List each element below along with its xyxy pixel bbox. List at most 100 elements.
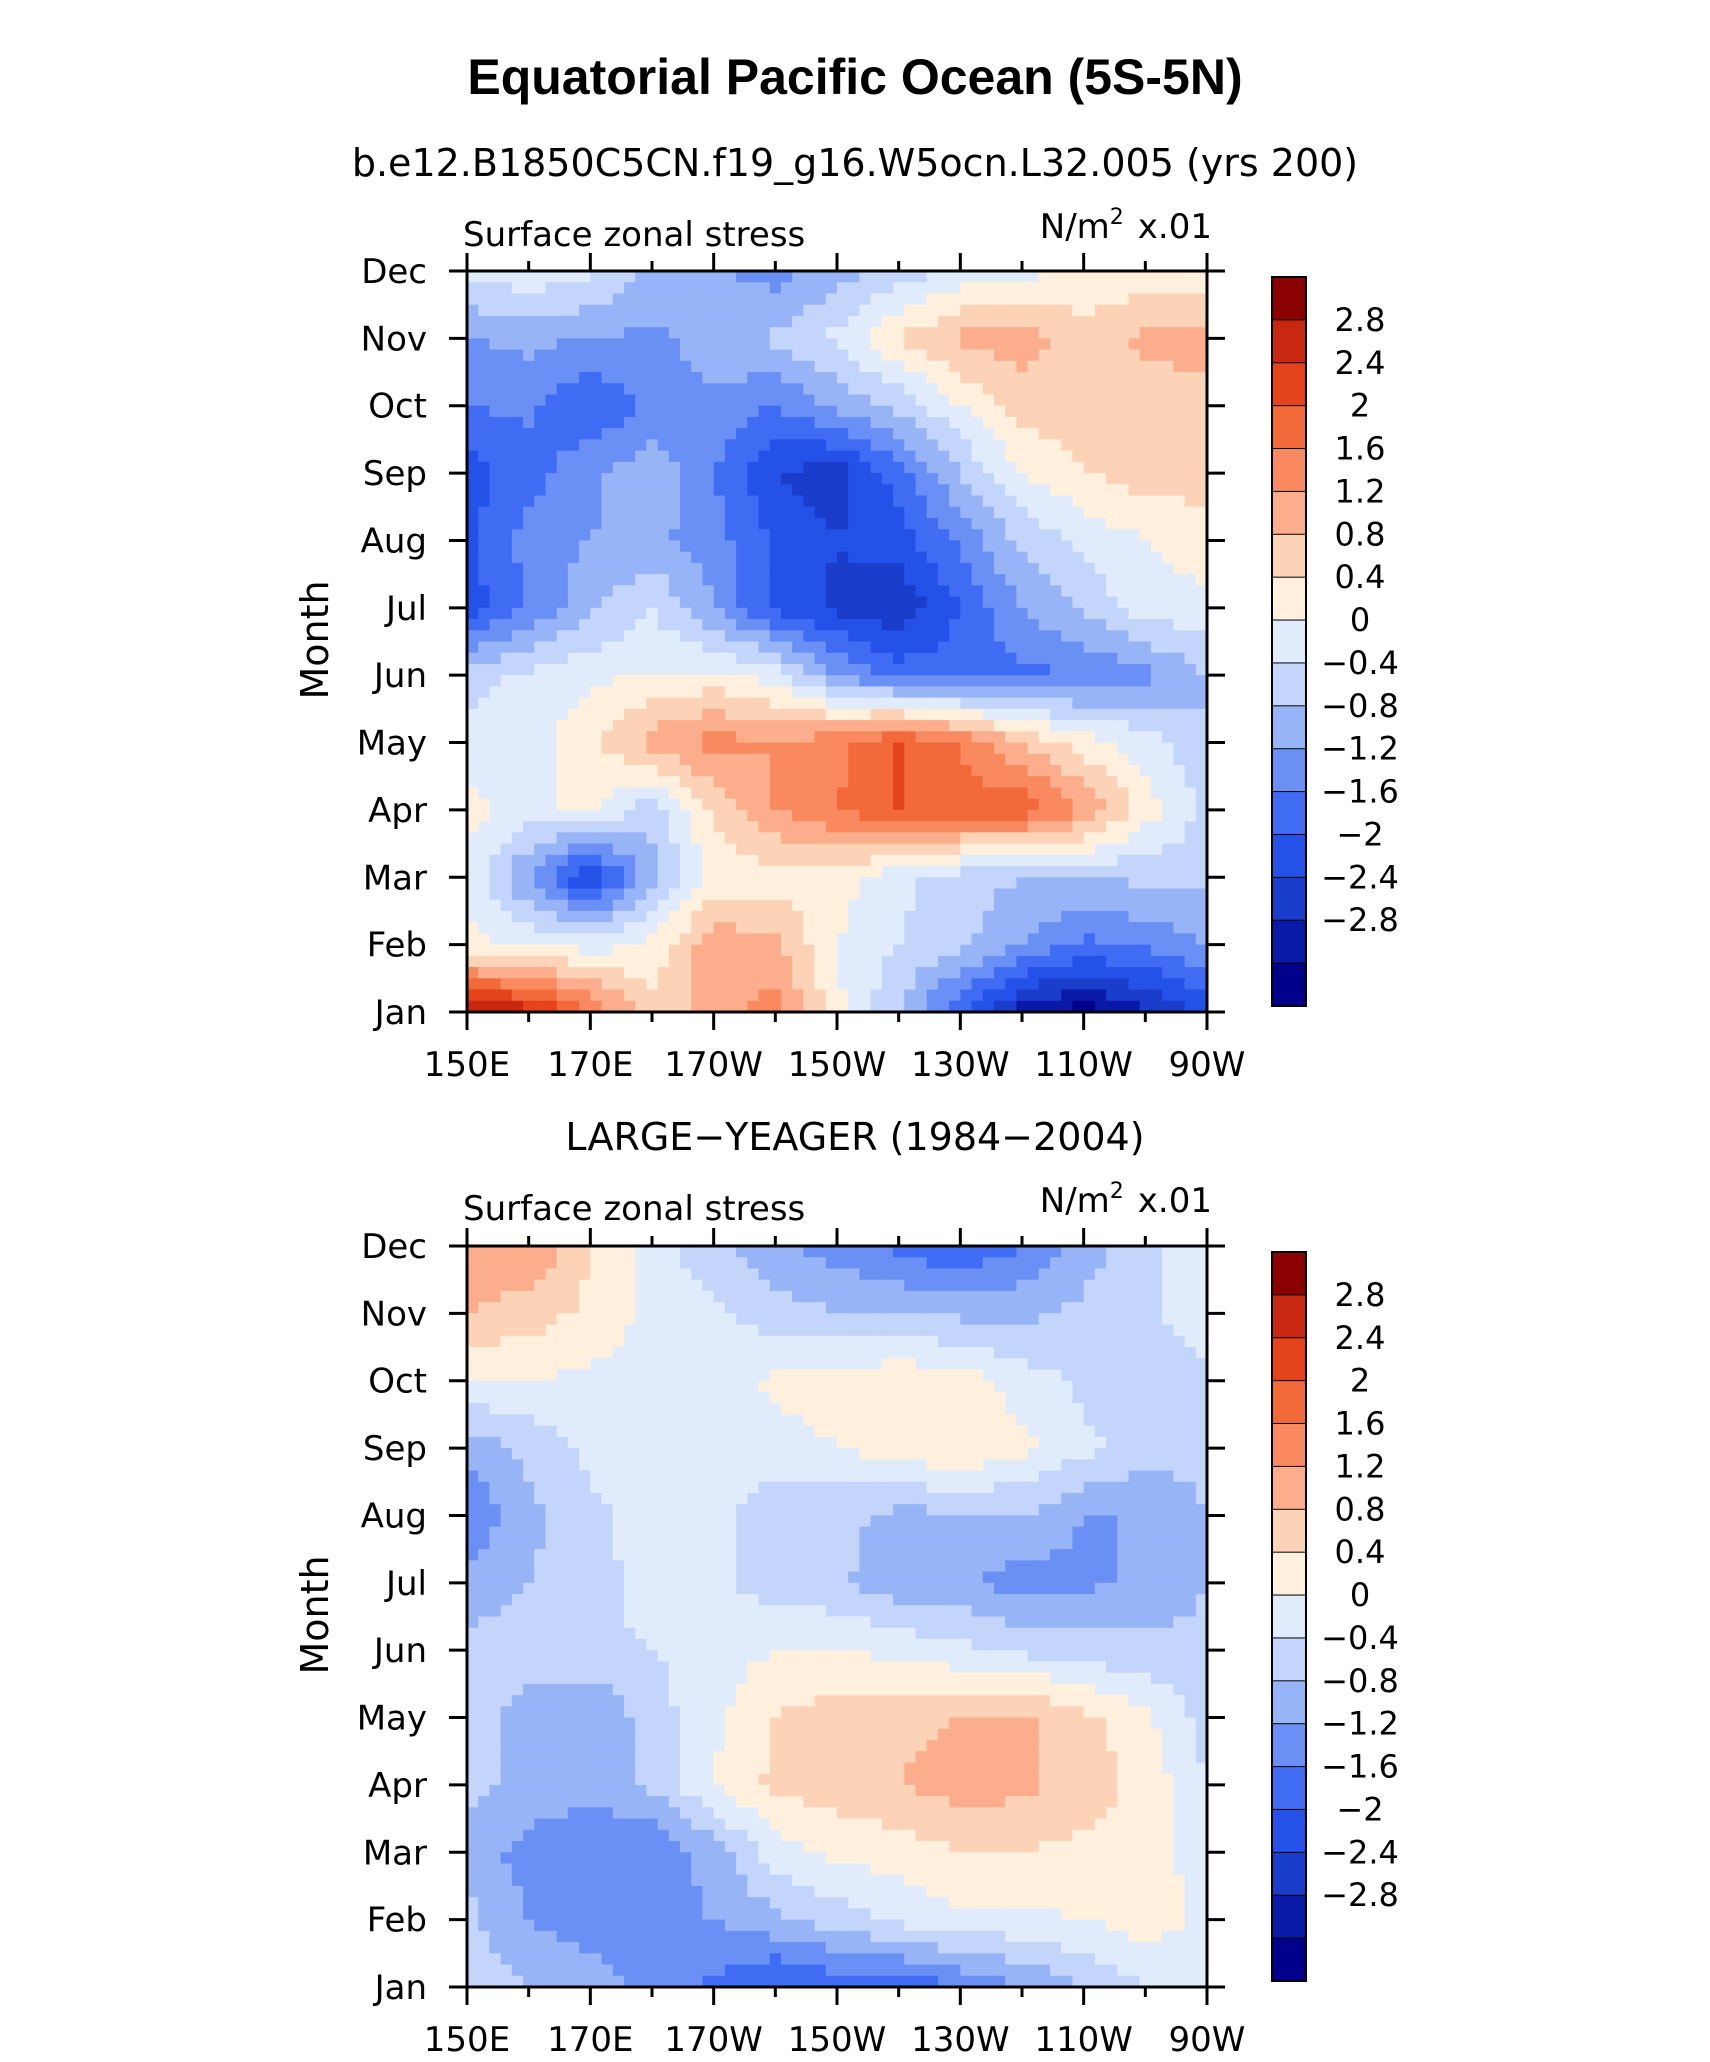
field-cell	[1195, 821, 1208, 833]
field-cell	[601, 630, 614, 643]
y-tick-label: Nov	[361, 319, 427, 359]
field-cell	[837, 1246, 849, 1258]
field-cell	[926, 899, 939, 912]
field-cell	[870, 708, 883, 721]
field-cell	[1038, 910, 1051, 923]
field-cell	[1173, 360, 1186, 373]
field-cell	[534, 944, 547, 957]
field-cell	[500, 1324, 513, 1337]
colorbar-box	[1271, 276, 1307, 321]
field-cell	[971, 1000, 984, 1013]
field-cell	[1061, 596, 1074, 609]
field-cell	[960, 798, 973, 811]
field-cell	[747, 809, 760, 822]
field-cell	[1195, 349, 1208, 362]
field-cell	[803, 495, 816, 508]
field-cell	[1173, 663, 1186, 676]
field-cell	[859, 282, 872, 295]
field-cell	[702, 529, 715, 542]
field-cell	[837, 338, 849, 351]
field-cell	[1162, 663, 1174, 676]
field-cell	[1038, 888, 1051, 901]
field-cell	[825, 933, 838, 946]
field-cell	[1072, 495, 1085, 508]
field-cell	[837, 821, 849, 833]
field-cell	[1184, 574, 1197, 586]
field-cell	[556, 888, 569, 901]
field-cell	[623, 854, 636, 867]
field-cell	[680, 798, 692, 811]
field-cell	[1128, 1000, 1141, 1013]
field-cell	[1184, 978, 1197, 991]
field-cell	[612, 327, 625, 339]
field-cell	[1184, 607, 1197, 620]
field-cell	[545, 1246, 558, 1258]
field-cell	[848, 1290, 861, 1303]
field-cell	[915, 866, 928, 878]
field-cell	[601, 394, 614, 407]
field-cell	[668, 978, 681, 991]
field-cell	[904, 708, 917, 721]
field-cell	[534, 809, 547, 822]
field-cell	[926, 821, 939, 833]
field-cell	[534, 540, 547, 553]
field-cell	[534, 585, 547, 598]
field-cell	[556, 708, 569, 721]
field-cell	[534, 1279, 547, 1292]
field-cell	[523, 405, 535, 418]
field-cell	[1195, 843, 1208, 856]
field-cell	[713, 978, 726, 991]
field-cell	[1162, 574, 1174, 586]
field-cell	[971, 630, 984, 643]
field-cell	[545, 866, 558, 878]
field-cell	[657, 630, 670, 643]
field-cell	[904, 619, 917, 631]
field-cell	[680, 955, 692, 968]
field-cell	[803, 663, 816, 676]
field-cell	[567, 922, 580, 935]
field-cell	[523, 551, 535, 564]
field-cell	[792, 933, 804, 946]
field-cell	[870, 271, 883, 283]
field-cell	[1083, 944, 1096, 957]
field-cell	[747, 271, 760, 283]
field-cell	[467, 338, 479, 351]
field-cell	[579, 787, 591, 800]
field-cell	[556, 944, 569, 957]
field-cell	[1083, 675, 1096, 688]
field-cell	[601, 518, 614, 530]
field-cell	[1083, 708, 1096, 721]
field-cell	[623, 832, 636, 845]
field-cell	[612, 540, 625, 553]
field-cell	[1162, 1257, 1174, 1270]
field-cell	[1150, 439, 1163, 452]
field-cell	[1016, 675, 1029, 688]
field-cell	[993, 888, 1006, 901]
field-cell	[1072, 630, 1085, 643]
field-cell	[960, 967, 973, 979]
field-cell	[949, 1000, 961, 1013]
field-cell	[893, 967, 905, 979]
field-cell	[848, 776, 861, 789]
field-cell	[870, 1246, 883, 1258]
field-cell	[1139, 349, 1152, 362]
field-cell	[1184, 585, 1197, 598]
field-cell	[960, 461, 973, 474]
field-cell	[747, 922, 760, 935]
field-cell	[1184, 338, 1197, 351]
field-cell	[590, 439, 603, 452]
field-cell	[814, 866, 827, 878]
field-cell	[960, 282, 973, 295]
field-cell	[713, 1279, 726, 1292]
field-cell	[758, 922, 771, 935]
field-cell	[1027, 978, 1040, 991]
field-cell	[1027, 989, 1040, 1002]
field-cell	[657, 1268, 670, 1281]
field-cell	[747, 574, 760, 586]
field-cell	[668, 933, 681, 946]
field-cell	[982, 641, 995, 654]
field-cell	[893, 1000, 905, 1013]
field-cell	[1139, 619, 1152, 631]
field-cell	[780, 619, 793, 631]
field-cell	[1195, 540, 1208, 553]
